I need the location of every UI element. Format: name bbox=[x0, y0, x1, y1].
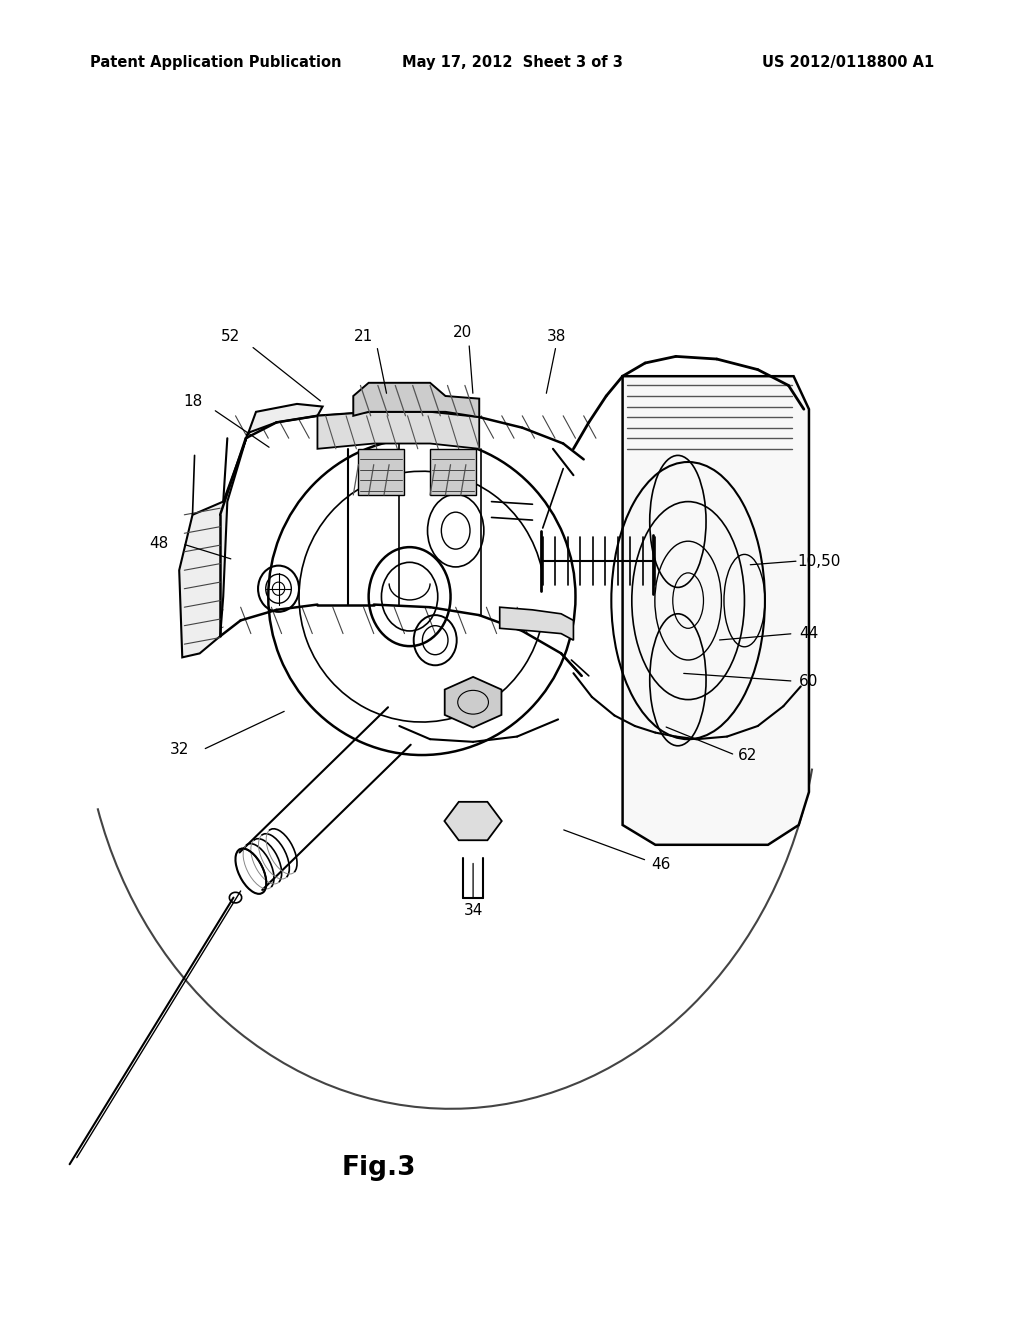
Text: 52: 52 bbox=[221, 329, 240, 345]
Text: 32: 32 bbox=[170, 742, 188, 758]
Text: May 17, 2012  Sheet 3 of 3: May 17, 2012 Sheet 3 of 3 bbox=[401, 55, 623, 70]
Polygon shape bbox=[358, 449, 404, 495]
Text: US 2012/0118800 A1: US 2012/0118800 A1 bbox=[762, 55, 934, 70]
Polygon shape bbox=[444, 801, 502, 841]
Text: 38: 38 bbox=[547, 329, 565, 345]
Polygon shape bbox=[500, 607, 573, 640]
Text: 46: 46 bbox=[651, 857, 670, 873]
Polygon shape bbox=[444, 677, 502, 727]
Text: 60: 60 bbox=[800, 673, 818, 689]
Polygon shape bbox=[353, 383, 479, 417]
Polygon shape bbox=[623, 376, 809, 845]
Text: Fig.3: Fig.3 bbox=[342, 1155, 416, 1181]
Text: 48: 48 bbox=[150, 536, 168, 552]
Text: 62: 62 bbox=[738, 747, 757, 763]
Polygon shape bbox=[317, 412, 479, 449]
Text: Patent Application Publication: Patent Application Publication bbox=[90, 55, 342, 70]
Text: 21: 21 bbox=[354, 329, 373, 345]
Polygon shape bbox=[430, 449, 476, 495]
Polygon shape bbox=[179, 404, 323, 657]
Text: 34: 34 bbox=[464, 903, 482, 919]
Text: 20: 20 bbox=[454, 325, 472, 341]
Text: 18: 18 bbox=[183, 393, 202, 409]
Text: 10,50: 10,50 bbox=[798, 553, 841, 569]
Text: 44: 44 bbox=[800, 626, 818, 642]
